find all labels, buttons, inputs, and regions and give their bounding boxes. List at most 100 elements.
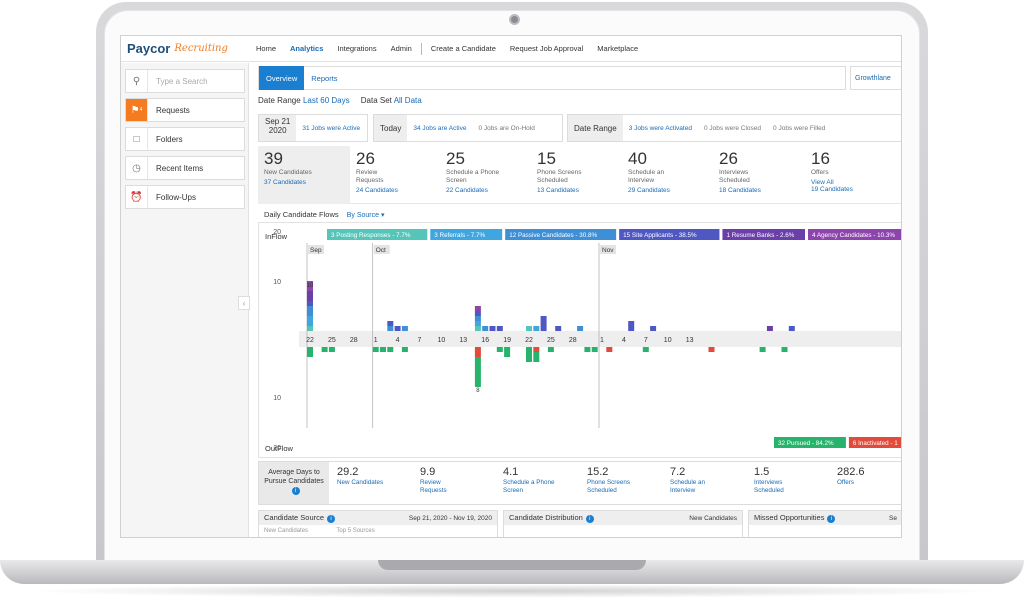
laptop-shadow [20, 584, 1004, 598]
outflow-bar [328, 347, 335, 352]
logo[interactable]: Paycor Recruiting [121, 36, 249, 62]
date-range-select[interactable]: Last 60 Days [302, 96, 350, 105]
kpi-link-2[interactable]: 19 Candidates [811, 186, 853, 193]
kpi-link[interactable]: View All [811, 179, 834, 186]
x-tick-label: 28 [350, 337, 358, 344]
inflow-bar [474, 321, 481, 326]
y-tick-label: 20 [273, 229, 281, 236]
bar-value-label: 8 [476, 388, 480, 394]
panel-right-label: New Candidates [689, 514, 737, 522]
kpi-review-requests[interactable]: 26 Review Requests 24 Candidates [350, 146, 442, 204]
avg-number: 4.1 [503, 466, 519, 478]
y-tick-label: 10 [273, 279, 281, 286]
inflow-bar [394, 326, 401, 331]
kpi-number: 15 [537, 149, 556, 168]
axis-band [299, 331, 901, 347]
date-range-label: Date Range [258, 96, 301, 105]
avg-item[interactable]: 4.1 Schedule a Phone Screen [503, 466, 583, 494]
sidebar: ⚲ Type a Search ⚑ 4 Requests □ Folders ◷ … [121, 63, 250, 537]
month-label: Oct [376, 247, 386, 254]
avg-link[interactable]: Schedule a Phone Screen [503, 479, 555, 494]
sidebar-item-folders[interactable]: □ Folders [125, 127, 245, 151]
avg-item[interactable]: 7.2 Schedule an Interview [670, 466, 750, 494]
app-screen: Paycor Recruiting Home Analytics Integra… [120, 35, 902, 538]
avg-item[interactable]: 29.2 New Candidates [337, 466, 417, 487]
flow-header: Daily Candidate Flows By Source ▾ [264, 210, 384, 219]
kpi-interviews-scheduled[interactable]: 26 Interviews Scheduled 18 Candidates [713, 146, 805, 204]
info-icon[interactable]: i [291, 487, 300, 495]
avg-link[interactable]: Phone Screens Scheduled [587, 479, 631, 494]
info-icon[interactable]: i [827, 515, 836, 523]
x-tick-label: 1 [600, 337, 604, 344]
legend-label: 3 Posting Responses - 7.7% [331, 232, 411, 239]
inflow-bar [496, 326, 503, 331]
search-input[interactable]: Type a Search [156, 76, 208, 86]
kpi-offers[interactable]: 16 Offers View All 19 Candidates [805, 146, 897, 204]
panel-right-label: Se [889, 514, 897, 522]
kpi-schedule-phone-screen[interactable]: 25 Schedule a Phone Screen 22 Candidates [440, 146, 532, 204]
month-label: Nov [602, 247, 614, 254]
nav-analytics[interactable]: Analytics [290, 44, 324, 53]
search-icon: ⚲ [126, 70, 148, 92]
avg-number: 15.2 [587, 466, 609, 478]
avg-link[interactable]: Schedule an Interview [670, 479, 706, 494]
jobs-active[interactable]: 34 Jobs are Active [413, 124, 467, 132]
outflow-bar [547, 347, 554, 352]
inflow-bar [387, 321, 394, 326]
flow-group-select[interactable]: By Source ▾ [347, 212, 385, 219]
avg-item[interactable]: 9.9 Review Requests [420, 466, 500, 494]
nav-request-job-approval[interactable]: Request Job Approval [509, 44, 584, 53]
info-icon[interactable]: i [585, 515, 594, 523]
legend-item [619, 229, 720, 240]
kpi-phone-screens-scheduled[interactable]: 15 Phone Screens Scheduled 13 Candidates [531, 146, 623, 204]
kpi-link[interactable]: 13 Candidates [537, 187, 579, 194]
inflow-bar [577, 326, 584, 331]
tab-reports[interactable]: Reports [311, 73, 338, 83]
kpi-link[interactable]: 29 Candidates [628, 187, 670, 194]
status-start: Sep 21 2020 31 Jobs were Active [258, 114, 368, 142]
avg-item[interactable]: 15.2 Phone Screens Scheduled [587, 466, 667, 494]
nav-create-candidate[interactable]: Create a Candidate [430, 44, 496, 53]
kpi-link[interactable]: 37 Candidates [264, 179, 306, 186]
nav-home[interactable]: Home [256, 44, 277, 53]
info-icon[interactable]: i [327, 515, 336, 523]
sidebar-item-follow-ups[interactable]: ⏰ Follow-Ups [125, 185, 245, 209]
search-box[interactable]: ⚲ Type a Search [125, 69, 245, 93]
collapse-sidebar-button[interactable]: ‹ [238, 296, 250, 310]
avg-item[interactable]: 282.6 Offers [837, 466, 897, 487]
sidebar-item-recent-items[interactable]: ◷ Recent Items [125, 156, 245, 180]
kpi-link[interactable]: 24 Candidates [356, 187, 398, 194]
x-tick-label: 28 [569, 337, 577, 344]
nav-marketplace[interactable]: Marketplace [597, 44, 639, 53]
x-tick-label: 10 [664, 337, 672, 344]
avg-item[interactable]: 1.5 Interviews Scheduled [754, 466, 834, 494]
avg-link[interactable]: Offers [837, 479, 855, 486]
legend-item [808, 229, 901, 240]
nav-integrations[interactable]: Integrations [337, 44, 377, 53]
avg-number: 7.2 [670, 466, 686, 478]
jobs-activated[interactable]: 3 Jobs were Activated [628, 124, 692, 132]
inflow-bar [474, 311, 481, 316]
nav-admin[interactable]: Admin [390, 44, 412, 53]
data-set-select[interactable]: All Data [393, 96, 422, 105]
outflow-label: OutFlow [265, 444, 294, 453]
kpi-link[interactable]: 22 Candidates [446, 187, 488, 194]
kpi-link[interactable]: 18 Candidates [719, 187, 761, 194]
kpi-new-candidates[interactable]: 39 New Candidates 37 Candidates [258, 146, 350, 204]
avg-number: 1.5 [754, 466, 770, 478]
alarm-icon: ⏰ [126, 186, 148, 208]
kpi-number: 40 [628, 149, 647, 168]
avg-link[interactable]: Interviews Scheduled [754, 479, 784, 494]
kpi-schedule-interview[interactable]: 40 Schedule an Interview 29 Candidates [622, 146, 714, 204]
chevron-down-icon: ▾ [380, 212, 385, 219]
range-label: Date Range [568, 115, 623, 141]
jobs-active-left[interactable]: 31 Jobs were Active [302, 124, 361, 132]
company-selector[interactable]: Growthlane [850, 66, 901, 90]
avg-link[interactable]: Review Requests [420, 479, 447, 494]
jobs-onhold: 0 Jobs are On-Hold [478, 124, 535, 132]
inflow-bar [474, 316, 481, 321]
outflow-bar [642, 347, 649, 352]
sidebar-item-requests[interactable]: ⚑ 4 Requests [125, 98, 245, 122]
avg-link[interactable]: New Candidates [337, 479, 384, 486]
tab-overview[interactable]: Overview [259, 66, 305, 90]
